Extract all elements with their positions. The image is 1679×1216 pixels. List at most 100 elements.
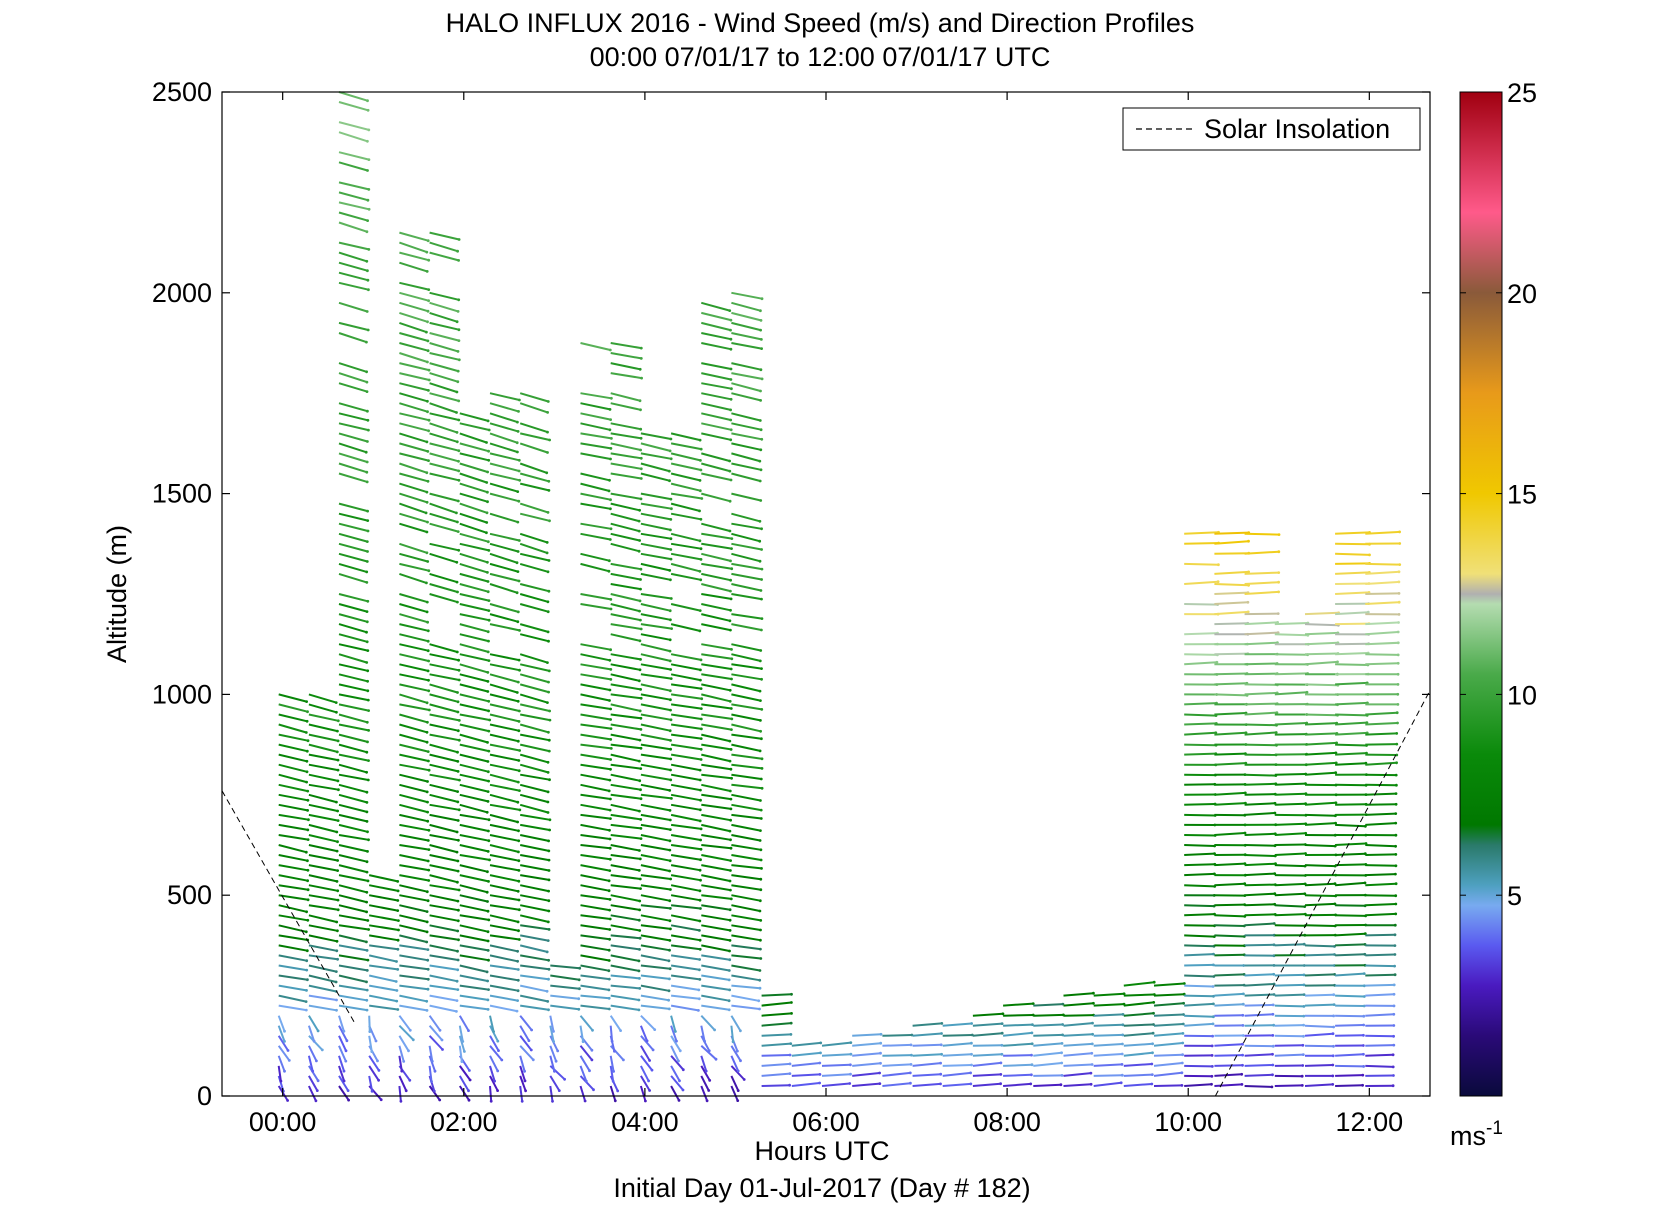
wind-arrow <box>519 673 549 684</box>
wind-arrow-head <box>334 970 338 973</box>
wind-arrow <box>338 251 368 263</box>
wind-arrow <box>640 823 671 831</box>
wind-arrow-head <box>729 347 733 351</box>
wind-arrow <box>338 743 368 754</box>
wind-arrow-head <box>736 1089 740 1092</box>
wind-arrow <box>459 633 489 643</box>
wind-arrow <box>459 924 489 933</box>
wind-arrow <box>640 924 671 930</box>
wind-arrow <box>338 1045 347 1062</box>
wind-arrow <box>338 151 370 161</box>
wind-arrow <box>459 753 489 763</box>
wind-arrow <box>670 723 702 730</box>
wind-arrow-head <box>433 1069 437 1073</box>
wind-arrow <box>278 753 308 763</box>
colorbar-tick-label: 5 <box>1507 881 1522 911</box>
wind-arrow <box>399 904 428 913</box>
wind-arrow <box>701 723 732 731</box>
wind-arrow <box>399 984 429 991</box>
wind-arrow-head <box>516 490 520 493</box>
wind-arrow-head <box>438 1028 442 1032</box>
wind-arrow-head <box>547 977 550 981</box>
wind-arrow <box>580 522 612 530</box>
wind-arrow <box>701 773 732 780</box>
wind-arrow <box>458 1035 466 1052</box>
wind-arrow-head <box>758 969 762 972</box>
wind-arrow-head <box>760 786 764 790</box>
wind-arrow <box>610 763 641 770</box>
wind-arrow <box>399 683 429 692</box>
wind-arrow-head <box>639 567 643 571</box>
wind-arrow <box>610 572 641 581</box>
wind-arrow-head <box>639 767 643 770</box>
wind-arrow-head <box>305 759 309 763</box>
wind-arrow <box>670 492 702 500</box>
wind-arrow-head <box>609 418 612 421</box>
wind-arrow-head <box>1302 964 1306 967</box>
wind-arrow <box>610 803 640 813</box>
wind-arrow <box>1274 913 1306 917</box>
wind-arrow <box>1214 934 1245 938</box>
wind-arrow <box>429 924 458 932</box>
wind-arrow-head <box>1120 1052 1124 1056</box>
wind-arrow <box>580 753 611 761</box>
wind-arrow-head <box>366 418 370 422</box>
wind-arrow-head <box>1394 792 1398 795</box>
wind-arrow <box>399 301 429 313</box>
wind-arrow <box>429 321 460 331</box>
wind-arrow <box>610 653 641 661</box>
wind-arrow-head <box>426 349 430 353</box>
wind-arrow <box>489 402 519 413</box>
wind-arrow-head <box>607 948 611 952</box>
wind-arrow <box>1335 721 1367 726</box>
wind-arrow <box>278 703 308 713</box>
wind-arrow <box>1093 1023 1123 1027</box>
wind-arrow-head <box>337 788 340 792</box>
wind-arrow <box>489 432 518 444</box>
wind-arrow-head <box>728 309 732 312</box>
wind-arrow-head <box>485 441 488 444</box>
wind-arrow-head <box>427 879 431 882</box>
wind-arrow <box>761 1062 791 1067</box>
wind-arrow <box>610 743 642 750</box>
wind-arrow-head <box>1181 1053 1184 1057</box>
wind-arrow-head <box>644 1099 647 1103</box>
wind-arrow <box>1184 994 1214 998</box>
wind-arrow-head <box>366 958 370 962</box>
wind-arrow <box>489 924 519 932</box>
wind-arrow-head <box>730 648 733 651</box>
wind-arrow <box>519 583 550 593</box>
wind-arrow-head <box>486 939 490 943</box>
wind-arrow <box>459 593 490 602</box>
wind-arrow-head <box>1121 1042 1124 1046</box>
wind-arrow-head <box>788 1062 792 1066</box>
wind-arrow-head <box>640 376 643 380</box>
wind-arrow <box>429 422 458 434</box>
wind-arrow <box>429 542 459 552</box>
wind-arrow-head <box>485 511 489 515</box>
wind-arrow <box>1003 1082 1031 1087</box>
wind-arrow <box>610 442 641 451</box>
wind-arrow-head <box>486 930 490 934</box>
wind-arrow <box>640 462 670 473</box>
wind-arrow <box>610 593 641 602</box>
wind-arrow <box>640 542 671 551</box>
wind-arrow <box>1335 783 1367 787</box>
wind-arrow-head <box>607 889 611 893</box>
wind-arrow <box>1365 732 1397 736</box>
wind-arrow <box>338 542 368 553</box>
wind-arrow-head <box>496 1089 499 1092</box>
wind-arrow <box>701 603 731 612</box>
wind-arrow-head <box>714 1057 718 1061</box>
wind-arrow <box>519 783 549 793</box>
wind-arrow-head <box>970 1063 973 1067</box>
wind-arrow-head <box>336 729 339 733</box>
wind-arrow-head <box>609 498 612 502</box>
wind-arrow-head <box>669 739 672 742</box>
wind-arrow <box>1244 1073 1273 1077</box>
wind-arrow <box>278 693 307 703</box>
wind-arrow-head <box>699 858 702 862</box>
wind-arrow <box>520 894 549 902</box>
wind-arrow-head <box>638 367 642 371</box>
wind-arrow <box>399 874 429 882</box>
